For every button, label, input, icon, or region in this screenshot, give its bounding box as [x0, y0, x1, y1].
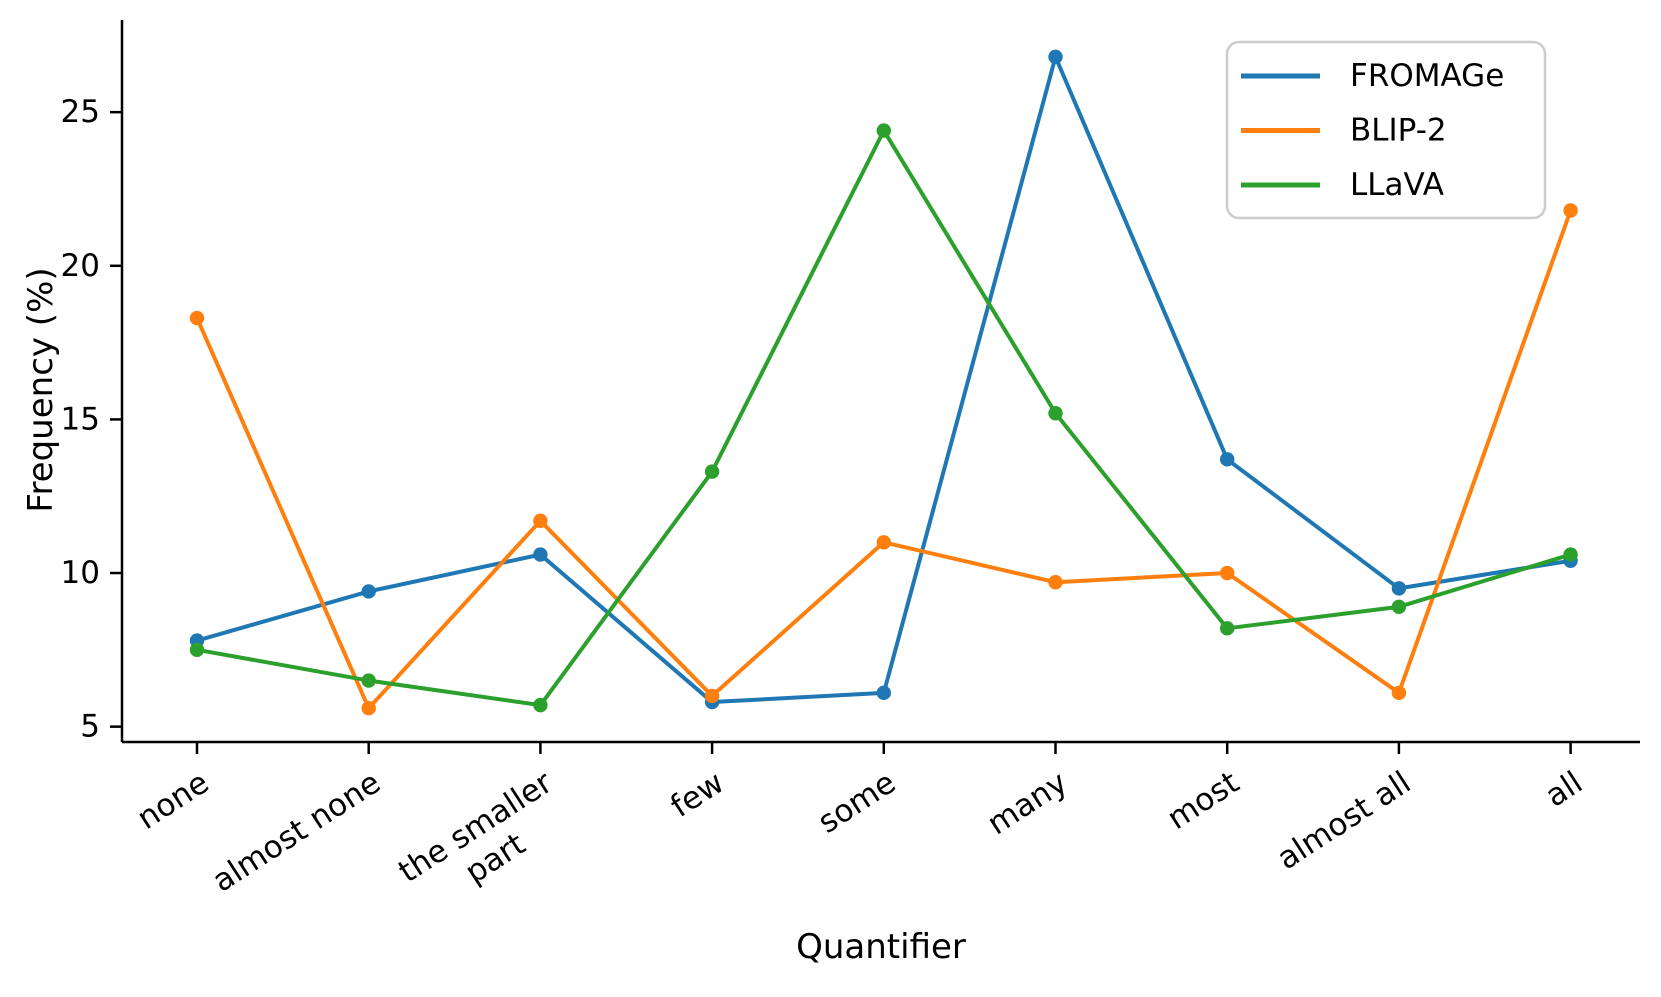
series-LLaVA	[189, 123, 1578, 713]
data-point	[533, 513, 548, 528]
legend-label-BLIP-2: BLIP-2	[1350, 113, 1447, 149]
data-point	[1048, 575, 1063, 590]
data-point	[361, 701, 376, 716]
series-BLIP-2	[189, 203, 1578, 716]
x-tick-label: many	[981, 765, 1074, 843]
data-point	[361, 584, 376, 599]
data-point	[1220, 621, 1235, 636]
data-point	[1391, 599, 1407, 615]
data-point	[1563, 203, 1578, 218]
axes-spines	[120, 20, 1640, 744]
legend-box	[1225, 40, 1547, 220]
data-point	[876, 685, 891, 701]
y-axis: 5 10 15 20 25	[61, 94, 122, 745]
x-tick-label: the smallerpart	[392, 764, 579, 921]
y-tick-label: 25	[61, 94, 100, 130]
y-tick-label: 15	[61, 401, 100, 437]
legend-label-LLaVA: LLaVA	[1350, 167, 1444, 203]
data-point	[1048, 406, 1063, 421]
series-line	[195, 208, 1573, 711]
data-point	[876, 535, 891, 550]
legend: FROMAGe BLIP-2 LLaVA	[1225, 40, 1547, 220]
y-axis-title: Frequency (%)	[21, 267, 61, 512]
data-point	[189, 310, 205, 326]
data-point	[704, 464, 720, 479]
x-tick-label: most	[1161, 765, 1246, 837]
legend-label-FROMAGe: FROMAGe	[1350, 58, 1504, 94]
data-point	[361, 673, 376, 688]
x-axis-title: Quantifier	[796, 927, 966, 967]
x-tick-label: almost all	[1271, 765, 1417, 878]
y-tick-label: 20	[61, 248, 100, 284]
y-tick-label: 5	[80, 709, 100, 745]
data-point	[1391, 581, 1407, 596]
data-point	[189, 642, 205, 658]
x-tick-label: some	[812, 765, 902, 841]
data-point	[533, 697, 548, 713]
x-tick-label: all	[1539, 765, 1589, 815]
data-point	[533, 547, 548, 562]
data-point	[1220, 565, 1235, 581]
data-point	[1563, 547, 1578, 562]
data-point	[876, 123, 891, 138]
x-tick-label: almost none	[206, 765, 387, 900]
data-point	[704, 688, 720, 704]
data-point	[1048, 49, 1063, 65]
x-tick-label: none	[131, 765, 215, 837]
x-tick-label: few	[664, 765, 730, 825]
y-tick-label: 10	[61, 555, 100, 591]
data-point	[1391, 685, 1407, 701]
data-point	[1220, 452, 1235, 467]
